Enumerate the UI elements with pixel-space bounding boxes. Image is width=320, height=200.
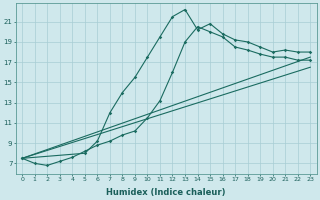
- X-axis label: Humidex (Indice chaleur): Humidex (Indice chaleur): [107, 188, 226, 197]
